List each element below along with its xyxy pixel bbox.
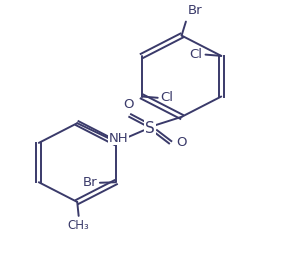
Text: O: O <box>176 136 187 149</box>
Text: CH₃: CH₃ <box>68 219 90 232</box>
Text: S: S <box>145 121 155 136</box>
Text: O: O <box>124 98 134 111</box>
Text: Br: Br <box>82 176 97 189</box>
Text: Cl: Cl <box>190 48 203 61</box>
Text: Br: Br <box>187 4 202 17</box>
Text: Cl: Cl <box>160 91 174 104</box>
Text: NH: NH <box>109 132 128 145</box>
